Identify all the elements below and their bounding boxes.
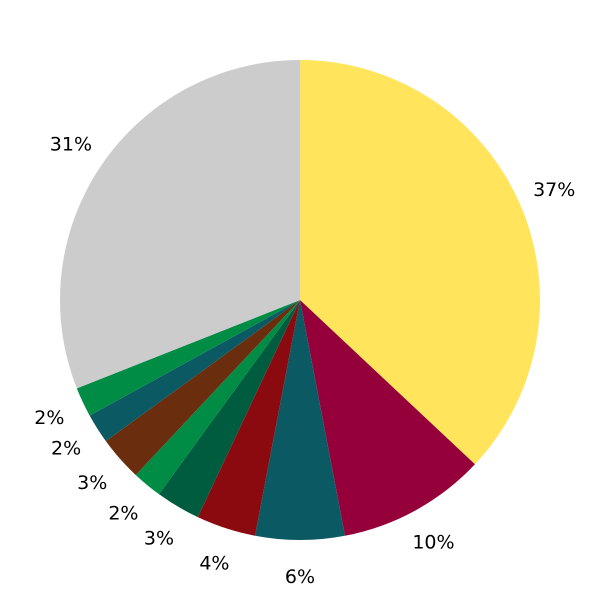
slice-label: 10% [412,532,454,554]
pie-slice [300,300,475,536]
pie-slice [105,300,300,475]
slice-label: 2% [51,437,81,459]
slice-label: 3% [77,472,107,494]
slice-label: 3% [144,527,174,549]
pie-slice [158,300,300,518]
slice-label: 2% [108,502,138,524]
pie-slice [300,60,541,465]
slice-label: 31% [50,133,92,155]
pie-slice [59,60,300,389]
pie-slice [197,300,300,536]
pie-slice [255,300,345,541]
slice-label: 4% [199,552,229,574]
pie-slice [135,300,300,495]
pie-slices [59,60,541,541]
slice-label: 37% [533,179,575,201]
pie-slice [89,300,300,442]
pie-slice [76,300,301,416]
pie-labels: 37%10%6%4%3%2%3%2%2%31% [34,133,575,588]
slice-label: 2% [34,407,64,429]
slice-label: 6% [285,566,315,588]
